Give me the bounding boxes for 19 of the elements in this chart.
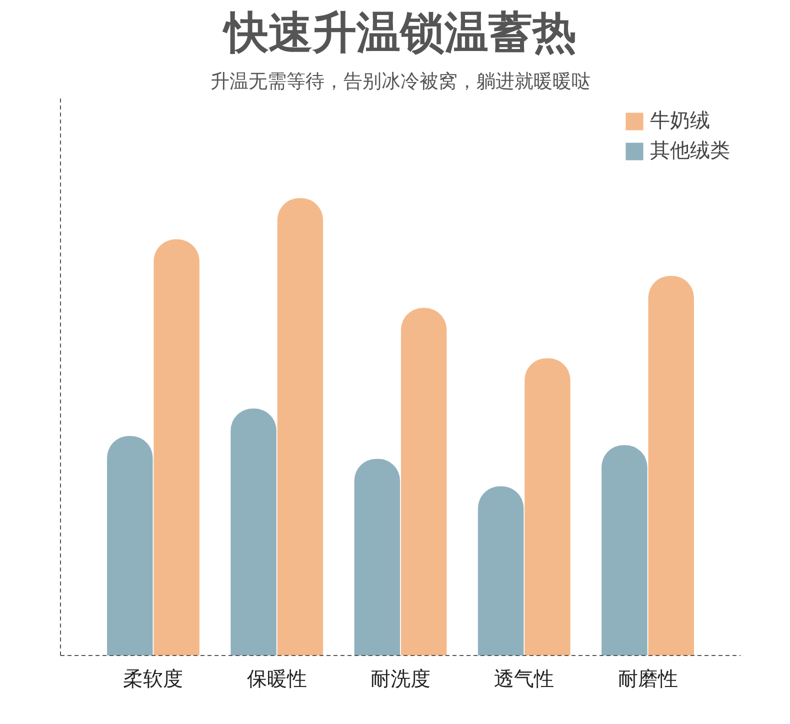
bar <box>354 458 400 656</box>
bar <box>400 308 447 656</box>
x-tick-label: 耐洗度 <box>370 666 430 690</box>
bar <box>154 239 200 656</box>
bar <box>107 436 153 656</box>
legend-label: 其他绒类 <box>650 137 730 164</box>
x-tick-label: 保暖性 <box>246 666 307 690</box>
legend-label: 牛奶绒 <box>650 107 710 134</box>
x-tick-label: 耐磨性 <box>618 666 678 690</box>
bar <box>524 358 570 656</box>
bar <box>478 486 524 656</box>
x-tick-label: 透气性 <box>494 666 554 690</box>
chart-title: 快速升温锁温蓄热 <box>222 8 576 58</box>
x-tick-label: 柔软度 <box>123 666 184 690</box>
chart-subtitle: 升温无需等待，告别冰冷被窝，躺进就暖暖哒 <box>210 70 590 92</box>
bar <box>648 276 694 656</box>
bar <box>230 408 276 656</box>
bar <box>602 445 648 656</box>
bar <box>277 198 324 656</box>
